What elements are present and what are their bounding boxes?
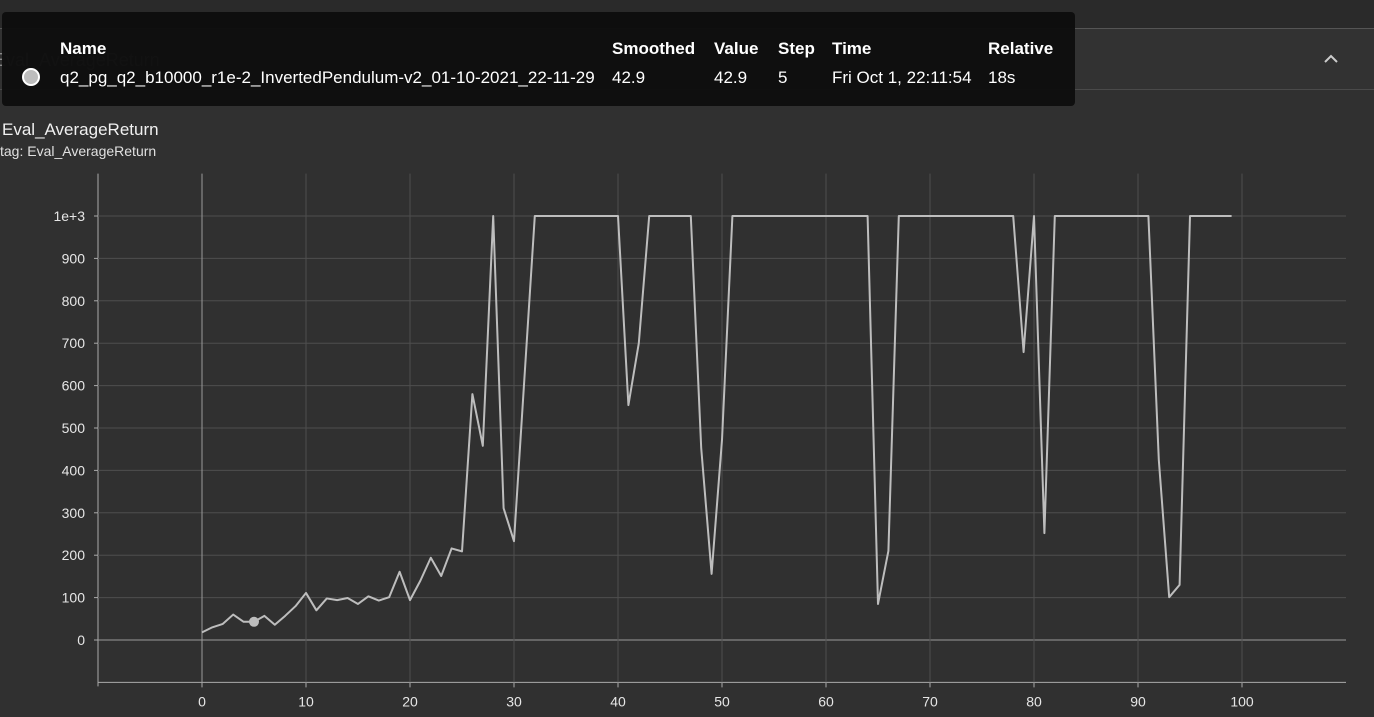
y-tick-label: 900: [62, 250, 86, 266]
tooltip-cell: Fri Oct 1, 22:11:54: [832, 68, 972, 87]
y-tick-label: 500: [62, 420, 86, 436]
tooltip-cell: 5: [778, 68, 788, 87]
y-tick-label: 800: [62, 293, 86, 309]
tooltip-header: Smoothed: [612, 39, 696, 58]
x-tick-label: 100: [1230, 693, 1254, 709]
tooltip: Name Smoothed Value Step Time Relative q…: [2, 12, 1075, 106]
x-tick-label: 20: [402, 693, 418, 709]
hover-point: [249, 616, 259, 627]
chart-subtitle: tag: Eval_AverageReturn: [0, 143, 157, 159]
y-tick-label: 100: [62, 590, 86, 606]
tooltip-header: Relative: [988, 39, 1054, 58]
x-tick-label: 90: [1130, 693, 1146, 709]
series-swatch: [22, 68, 40, 86]
y-tick-label: 0: [77, 632, 85, 648]
collapse-button[interactable]: [1322, 50, 1340, 68]
x-tick-label: 10: [298, 693, 314, 709]
tooltip-cell: 18s: [988, 68, 1016, 87]
series-line: [201, 215, 1232, 634]
x-tick-label: 60: [818, 693, 834, 709]
x-tick-label: 70: [922, 693, 938, 709]
y-tick-label: 1e+3: [53, 208, 85, 224]
x-tick-label: 30: [506, 693, 522, 709]
y-tick-label: 600: [62, 378, 86, 394]
y-tick-label: 400: [62, 462, 86, 478]
y-tick-label: 300: [62, 505, 86, 521]
chart-title: Eval_AverageReturn: [2, 120, 159, 139]
x-tick-label: 80: [1026, 693, 1042, 709]
tooltip-header: Value: [714, 39, 759, 58]
tooltip-cell: 42.9: [714, 68, 748, 87]
y-tick-label: 200: [62, 547, 86, 563]
x-tick-label: 40: [610, 693, 626, 709]
y-tick-label: 700: [62, 335, 86, 351]
tooltip-header: Step: [778, 39, 815, 58]
tooltip-header: Name: [60, 39, 107, 58]
tooltip-header: Time: [832, 39, 872, 58]
x-tick-label: 0: [198, 693, 206, 709]
x-tick-label: 50: [714, 693, 730, 709]
tooltip-cell: q2_pg_q2_b10000_r1e-2_InvertedPendulum-v…: [60, 68, 595, 87]
tooltip-cell: 42.9: [612, 68, 646, 87]
